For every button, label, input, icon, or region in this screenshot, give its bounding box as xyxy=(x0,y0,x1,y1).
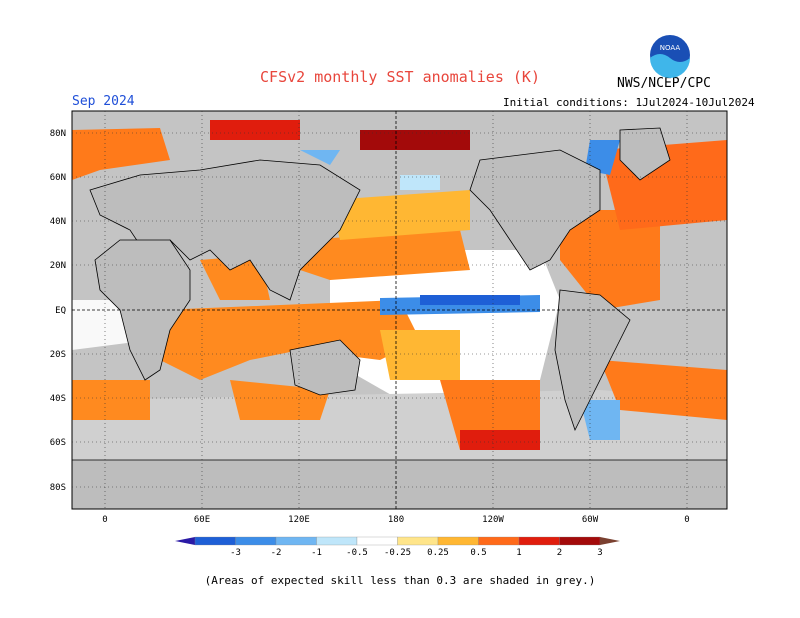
colorbar-swatch xyxy=(275,536,317,546)
colorbar-max-arrow xyxy=(600,537,620,545)
lat-label: 40S xyxy=(50,394,66,404)
colorbar-tick-label: 0.25 xyxy=(427,548,449,558)
colorbar-tick-label: -2 xyxy=(271,548,282,558)
antarctica xyxy=(72,459,727,509)
agency-label: NWS/NCEP/CPC xyxy=(617,76,711,91)
colorbar-tick-label: 1 xyxy=(516,548,521,558)
colorbar-swatch xyxy=(518,536,560,546)
colorbar-tick-label: 3 xyxy=(597,548,602,558)
lat-label: 40N xyxy=(50,217,66,227)
lat-label: 60S xyxy=(50,438,66,448)
noaa-logo: NOAA xyxy=(650,35,690,78)
lat-label: 80S xyxy=(50,483,66,493)
greenland xyxy=(619,127,671,181)
continents xyxy=(72,127,727,509)
forecast-month: Sep 2024 xyxy=(72,94,135,109)
colorbar-tick-label: -1 xyxy=(311,548,322,558)
lon-label: 180 xyxy=(388,515,404,525)
lat-label: 80N xyxy=(50,129,66,139)
lon-label: 120E xyxy=(288,515,310,525)
colorbar-tick-label: -0.5 xyxy=(346,548,368,558)
colorbar-swatch xyxy=(194,536,236,546)
colorbar-swatch xyxy=(316,536,358,546)
lon-label: 60W xyxy=(582,515,599,525)
initial-conditions: Initial conditions: 1Jul2024-10Jul2024 xyxy=(503,96,755,109)
lat-label: 60N xyxy=(50,173,66,183)
chart-title: CFSv2 monthly SST anomalies (K) xyxy=(260,68,540,86)
warm-north-pacific xyxy=(300,230,470,280)
colorbar-tick-label: 2 xyxy=(557,548,562,558)
north-america xyxy=(469,149,601,271)
longitude-labels: 0 60E 120E 180 120W 60W 0 xyxy=(102,515,689,525)
lat-label: EQ xyxy=(55,306,66,316)
colorbar-min-arrow xyxy=(175,537,195,545)
colorbar-swatch xyxy=(397,536,439,546)
colorbar-tick-label: 0.5 xyxy=(470,548,486,558)
australia xyxy=(289,339,361,396)
reference-lines xyxy=(72,111,727,509)
warm-north-atlantic xyxy=(560,210,660,310)
skill-note: (Areas of expected skill less than 0.3 a… xyxy=(204,574,596,587)
lon-label: 0 xyxy=(684,515,689,525)
colorbar-swatch xyxy=(478,536,520,546)
colorbar-tick-label: -0.25 xyxy=(384,548,411,558)
warm-indian-ocean xyxy=(160,300,420,380)
latitude-labels: 80N 60N 40N 20N EQ 20S 40S 60S 80S xyxy=(50,129,66,493)
colorbar: -3 -2 -1 -0.5 -0.25 0.25 0.5 1 2 3 xyxy=(175,536,620,558)
colorbar-swatch xyxy=(437,536,479,546)
colorbar-swatch xyxy=(235,536,277,546)
colorbar-swatch xyxy=(559,536,601,546)
lon-label: 60E xyxy=(194,515,210,525)
lat-label: 20S xyxy=(50,350,66,360)
logo-text: NOAA xyxy=(660,44,681,52)
lon-label: 120W xyxy=(482,515,504,525)
lat-label: 20N xyxy=(50,261,66,271)
colorbar-swatch xyxy=(356,536,398,546)
colorbar-tick-label: -3 xyxy=(230,548,241,558)
lon-label: 0 xyxy=(102,515,107,525)
